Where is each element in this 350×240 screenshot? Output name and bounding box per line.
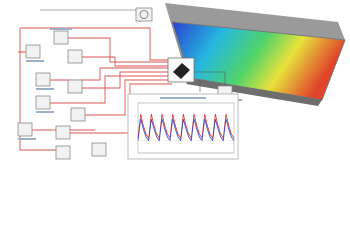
diagram (17, 3, 346, 160)
series-line (137, 118, 235, 142)
inset-chart (127, 93, 239, 160)
series-line (137, 113, 235, 140)
plot-frame (137, 102, 235, 154)
thermal-model (165, 3, 346, 106)
